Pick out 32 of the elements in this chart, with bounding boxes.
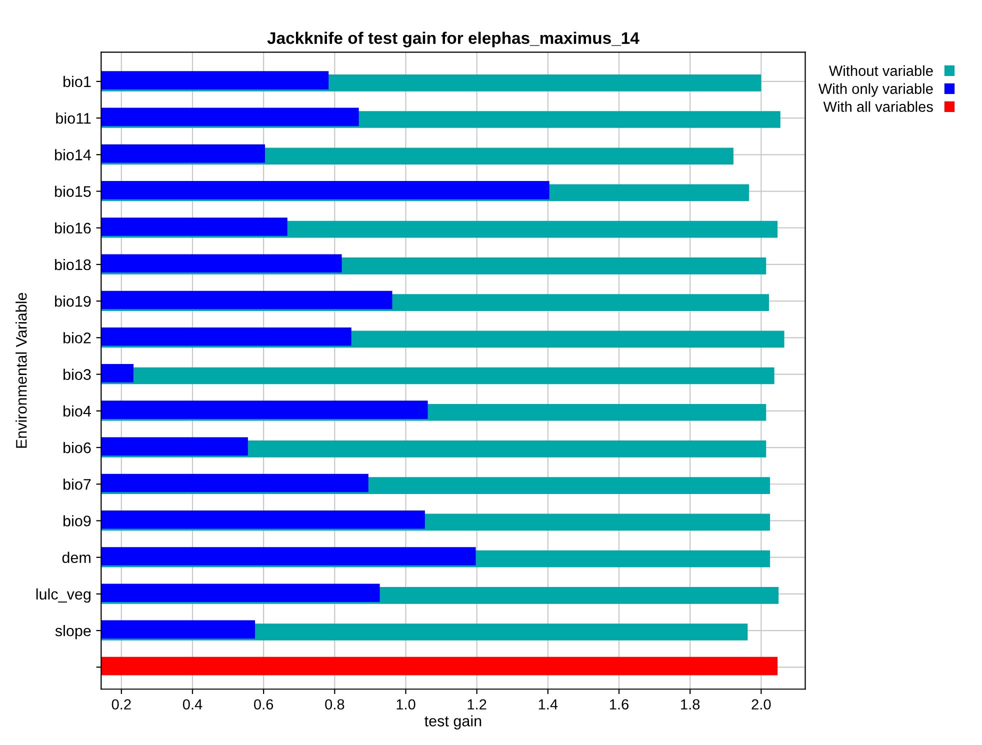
y-tick-label: bio16: [55, 222, 91, 234]
y-tick-label: bio19: [55, 296, 91, 307]
legend-label: With only variable: [818, 83, 933, 97]
x-tick-label: 0.4: [182, 699, 202, 710]
x-tick-label: 1.6: [610, 699, 628, 710]
x-tick-label: 2.0: [752, 699, 771, 710]
y-tick-label: bio14: [55, 149, 91, 160]
x-axis-title: test gain: [424, 715, 482, 730]
y-tick-label: bio3: [64, 368, 91, 380]
y-tick-label: slope: [55, 625, 91, 640]
y-tick-label: bio18: [55, 258, 91, 270]
y-tick-label: bio4: [64, 405, 91, 417]
legend-label: Without variable: [828, 65, 933, 76]
y-tick-label: bio9: [64, 515, 91, 526]
x-tick-label: 0.8: [325, 699, 344, 710]
chart-title: Jackknife of test gain for elephas_maximus_14: [267, 32, 640, 48]
x-tick-label: 1.8: [681, 699, 700, 710]
y-tick-label: dem: [62, 552, 90, 564]
x-tick-label: 1.2: [468, 699, 486, 710]
x-tick-label: 1.0: [396, 699, 416, 710]
y-axis-title: Environmental Variable: [16, 292, 27, 448]
x-tick-label: 1.4: [538, 699, 558, 710]
y-tick-label: bio1: [64, 76, 91, 88]
y-tick-label: bio6: [64, 442, 91, 454]
y-tick-label: bio2: [64, 332, 91, 344]
x-tick-label: 0.2: [112, 699, 131, 710]
y-tick-label: bio7: [64, 478, 91, 490]
legend-label: With all variables: [823, 101, 933, 112]
y-tick-label: bio11: [56, 112, 91, 124]
y-tick-label: bio15: [55, 186, 91, 197]
y-tick-label: lulc_veg: [36, 588, 90, 603]
x-tick-label: 0.6: [254, 699, 274, 710]
